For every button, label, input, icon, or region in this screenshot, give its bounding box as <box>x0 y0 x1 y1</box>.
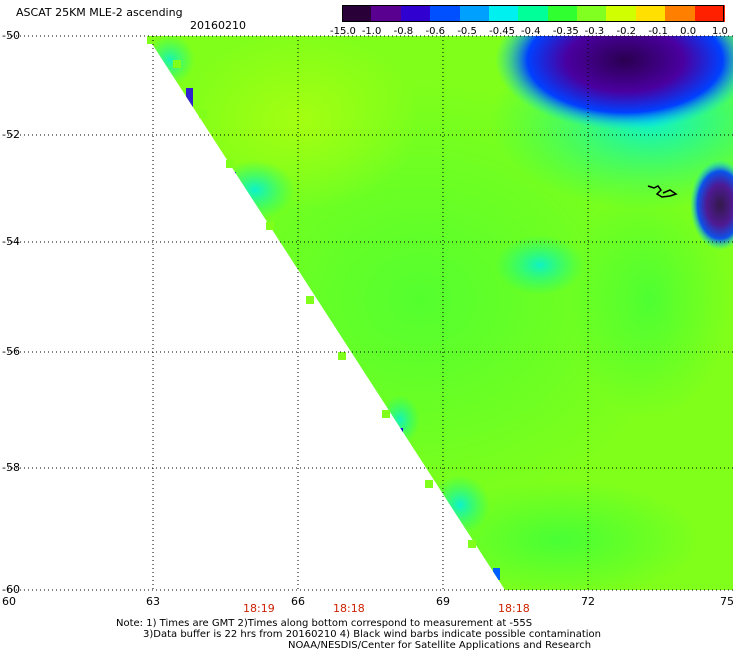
lat-label: -60 <box>2 583 20 596</box>
colorbar-swatch <box>577 5 608 22</box>
colorbar-swatch <box>606 5 637 22</box>
time-label: 18:18 <box>498 602 530 615</box>
colorbar-swatch <box>547 5 578 22</box>
colorbar-label: -0.2 <box>616 26 637 37</box>
colorbar-label: -15.0 <box>330 26 356 37</box>
colorbar-swatch <box>635 5 666 22</box>
colorbar-label: 1.0 <box>712 26 728 37</box>
map-title: ASCAT 25KM MLE-2 ascending <box>16 6 183 19</box>
time-label: 18:19 <box>243 602 275 615</box>
colorbar-swatch <box>371 5 402 22</box>
colorbar-label: -0.3 <box>584 26 605 37</box>
lat-label: -52 <box>2 128 20 141</box>
colorbar-frame <box>342 5 724 22</box>
time-label: 18:18 <box>333 602 365 615</box>
colorbar-label: -0.5 <box>457 26 477 37</box>
note-line-3: NOAA/NESDIS/Center for Satellite Applica… <box>288 640 592 651</box>
lat-label: -56 <box>2 345 20 358</box>
lon-label: 60 <box>2 595 16 608</box>
map-date: 20160210 <box>190 19 246 32</box>
lon-label: 66 <box>291 595 305 608</box>
colorbar-label: -0.45 <box>489 26 516 37</box>
colorbar-label: -0.1 <box>648 26 668 37</box>
colorbar-label: -0.6 <box>425 26 446 37</box>
colorbar-swatch <box>488 5 519 22</box>
colorbar-swatch <box>400 5 431 22</box>
lat-label: -58 <box>2 461 20 474</box>
wind-barb <box>647 185 678 198</box>
colorbar-swatch <box>665 5 696 22</box>
colorbar-label: -0.35 <box>552 26 579 37</box>
lon-label: 63 <box>146 595 160 608</box>
swath-field <box>147 36 733 590</box>
colorbar-swatch <box>459 5 490 22</box>
lat-label: -54 <box>2 235 20 248</box>
colorbar-label: -0.8 <box>393 26 414 37</box>
lat-label: -50 <box>2 29 20 42</box>
colorbar-swatch <box>518 5 549 22</box>
swath-edge <box>147 36 476 548</box>
lon-label: 69 <box>436 595 450 608</box>
note-line-1: Note: 1) Times are GMT 2)Times along bot… <box>116 618 533 629</box>
colorbar-swatch <box>430 5 461 22</box>
note-line-2: 3)Data buffer is 22 hrs from 20160210 4)… <box>143 629 601 640</box>
colorbar-label: 0.0 <box>680 26 697 37</box>
colorbar-label: -0.4 <box>521 26 541 37</box>
colorbar-label: -1.0 <box>361 26 382 37</box>
graticule <box>8 35 733 591</box>
lon-label: 72 <box>581 595 595 608</box>
colorbar-swatch <box>342 5 372 22</box>
colorbar-swatch <box>694 5 725 22</box>
lon-label: 75 <box>720 595 734 608</box>
